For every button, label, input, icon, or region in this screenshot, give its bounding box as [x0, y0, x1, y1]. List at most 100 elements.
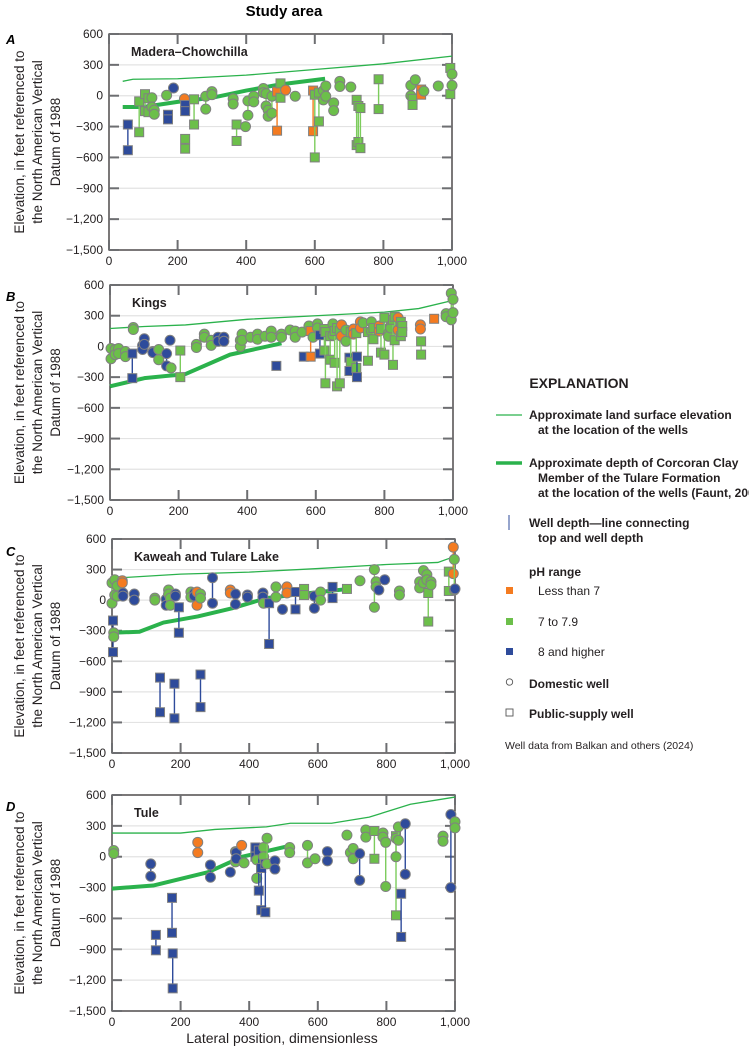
well — [108, 627, 120, 643]
legend-domestic-swatch — [505, 678, 514, 686]
well-bottom-marker — [206, 89, 218, 101]
well-top-marker — [204, 859, 216, 871]
legend-domestic-label: Domestic well — [529, 677, 609, 691]
well-top-marker — [321, 846, 333, 858]
well — [236, 328, 248, 346]
well-top-marker — [150, 929, 161, 940]
y-tick-label: −600 — [77, 401, 104, 415]
well — [149, 592, 161, 606]
y-tick-label: 600 — [84, 278, 104, 292]
well-top-marker — [192, 836, 204, 848]
well — [379, 574, 391, 586]
well — [265, 325, 277, 343]
well-top-marker — [229, 588, 241, 600]
well — [127, 321, 139, 336]
well-bottom-marker — [327, 593, 338, 604]
well — [437, 830, 449, 847]
well-top-marker — [270, 581, 282, 593]
well — [192, 836, 204, 859]
well — [284, 841, 296, 859]
x-tick-label: 0 — [109, 1015, 116, 1029]
well-top-marker — [355, 103, 366, 114]
well-top-marker — [289, 90, 301, 102]
well-top-marker — [447, 541, 459, 553]
well-top-marker — [368, 564, 380, 576]
well-top-marker — [345, 81, 357, 93]
y-axis-label: Elevation, in feet referenced to — [12, 554, 27, 737]
well — [155, 672, 166, 718]
well — [164, 334, 176, 346]
y-tick-label: 600 — [86, 532, 106, 546]
well — [414, 319, 426, 335]
well — [416, 336, 427, 360]
well-bottom-marker — [108, 647, 119, 658]
well — [227, 93, 239, 110]
well — [238, 857, 250, 869]
y-axis-label: the North American Vertical — [30, 564, 45, 728]
land-surface-line — [112, 796, 456, 834]
x-tick-label: 1,000 — [438, 504, 468, 518]
well-bottom-marker — [116, 577, 128, 589]
well — [447, 293, 459, 319]
well — [393, 585, 405, 601]
plot-frame — [111, 794, 456, 1012]
well — [117, 587, 129, 602]
well — [315, 586, 327, 606]
y-axis-label: Datum of 1988 — [48, 98, 63, 187]
well — [190, 338, 202, 353]
well-top-marker — [429, 313, 440, 324]
well-bottom-marker — [189, 119, 200, 130]
well — [276, 328, 287, 343]
x-tick-label: 600 — [308, 1015, 328, 1029]
well — [418, 85, 430, 97]
well-top-marker — [446, 68, 458, 80]
x-tick-label: 0 — [109, 757, 116, 771]
well-top-marker — [280, 84, 292, 96]
well-bottom-marker — [127, 373, 138, 384]
well-bottom-marker — [200, 103, 212, 115]
well-bottom-marker — [320, 378, 331, 389]
y-tick-label: 0 — [97, 339, 104, 353]
legend-ph-mid-label: 7 to 7.9 — [538, 615, 578, 629]
y-tick-label: −900 — [77, 432, 104, 446]
well — [445, 287, 457, 326]
well-top-marker — [173, 602, 184, 613]
legend-land-surface-line-2: at the location of the wells — [538, 423, 688, 437]
well-bottom-marker — [281, 587, 293, 599]
well-bottom-marker — [373, 104, 384, 115]
well — [380, 836, 392, 893]
well — [242, 95, 254, 121]
area-title: Madera–Chowchilla — [131, 45, 249, 59]
legend-corcoran-line-1: Approximate depth of Corcoran Clay — [529, 456, 739, 470]
well-top-marker — [127, 348, 138, 359]
well-bottom-marker — [264, 638, 275, 649]
y-axis-label: Datum of 1988 — [48, 859, 63, 948]
y-tick-label: −900 — [79, 685, 106, 699]
well-bottom-marker — [368, 601, 380, 613]
well-top-marker — [379, 312, 390, 323]
well — [281, 581, 293, 599]
well — [138, 333, 150, 350]
well — [351, 351, 362, 383]
well-bottom-marker — [275, 92, 286, 103]
well-bottom-marker — [308, 126, 319, 137]
well-bottom-marker — [360, 831, 372, 843]
land-surface-line — [111, 555, 456, 579]
y-tick-label: 300 — [86, 563, 106, 577]
x-tick-label: 200 — [171, 1015, 191, 1029]
well-bottom-marker — [445, 882, 457, 894]
well-bottom-marker — [315, 594, 327, 606]
area-title: Kaweah and Tulare Lake — [134, 550, 279, 564]
well-bottom-marker — [251, 872, 263, 884]
x-tick-label: 200 — [169, 504, 189, 518]
x-tick-label: 200 — [168, 254, 188, 268]
y-tick-label: −1,500 — [69, 746, 106, 760]
well — [231, 119, 242, 146]
well-bottom-marker — [175, 372, 186, 383]
well — [360, 824, 372, 843]
well-top-marker — [238, 857, 250, 869]
well-bottom-marker — [195, 702, 206, 713]
well — [134, 96, 145, 138]
y-axis-label: the North American Vertical — [30, 821, 45, 985]
